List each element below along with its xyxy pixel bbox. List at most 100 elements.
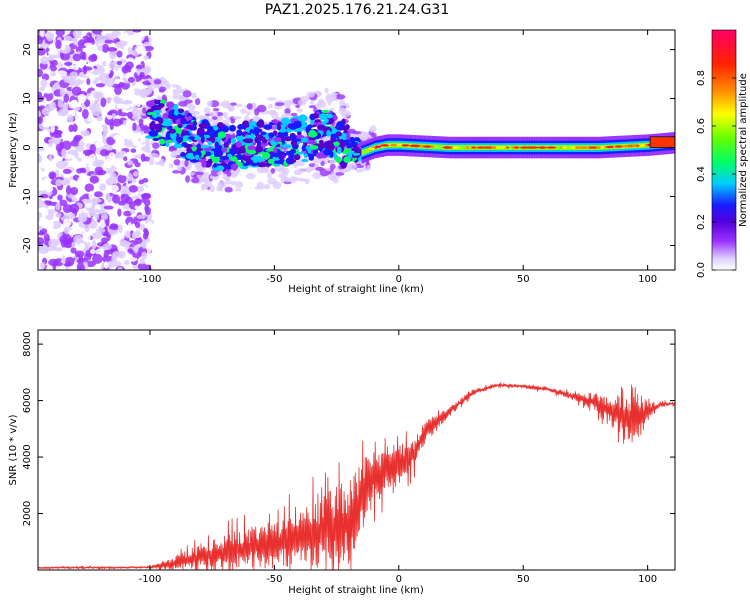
heatmap-cell: [423, 145, 431, 148]
heatmap-cell: [117, 174, 127, 184]
heatmap-cell: [224, 176, 230, 182]
heatmap-cell: [460, 146, 466, 149]
heatmap-cell: [233, 116, 242, 120]
heatmap-cell: [589, 146, 598, 149]
heatmap-cell: [148, 157, 155, 166]
heatmap-cell: [369, 126, 374, 133]
heatmap-cell: [340, 161, 347, 169]
heatmap-cell: [138, 179, 144, 185]
heatmap-cell: [482, 146, 492, 149]
heatmap-cell: [124, 230, 131, 239]
heatmap-cell: [306, 146, 312, 152]
x-tick-label: -50: [266, 574, 282, 585]
heatmap-cell: [139, 71, 145, 78]
heatmap-cell: [230, 102, 237, 106]
heatmap-cell: [285, 144, 292, 149]
heatmap-cell: [229, 156, 238, 162]
heatmap-cell: [48, 220, 55, 229]
heatmap-cell: [64, 61, 73, 66]
heatmap-cell: [88, 104, 97, 111]
heatmap-cell: [409, 144, 419, 148]
heatmap-cell: [232, 168, 239, 177]
heatmap-cell: [207, 158, 214, 164]
heatmap-cell: [292, 120, 302, 129]
heatmap-cell: [125, 216, 134, 226]
snr-x-ticks: -100 -50 0 50 100: [139, 330, 657, 585]
heatmap-cell: [62, 103, 69, 110]
heatmap-cell: [355, 168, 364, 173]
heatmap-cell: [109, 49, 117, 60]
heatmap-cell: [309, 145, 319, 150]
heatmap-cell: [315, 166, 324, 172]
heatmap-cell: [126, 173, 134, 182]
heatmap-cell: [110, 98, 115, 109]
heatmap-cell: [243, 138, 254, 144]
heatmap-cell: [63, 93, 70, 103]
heatmap-cell: [51, 59, 58, 67]
heatmap-cell: [59, 235, 68, 244]
heatmap-cell: [329, 163, 336, 170]
heatmap-cell: [441, 144, 444, 150]
heatmap-cell: [289, 159, 297, 163]
heatmap-cell: [94, 77, 100, 82]
heatmap-cell: [273, 147, 278, 154]
heatmap-cell: [95, 227, 106, 233]
heatmap-cell: [289, 134, 297, 139]
heatmap-cell: [117, 112, 129, 117]
heatmap-cell: [324, 118, 329, 124]
heatmap-cell: [135, 237, 143, 244]
heatmap-cell: [55, 202, 61, 211]
heatmap-cell: [173, 159, 181, 166]
heatmap-cell: [146, 112, 157, 116]
heatmap-cell: [56, 70, 68, 77]
heatmap-cell: [103, 205, 114, 210]
heatmap-cell: [78, 141, 86, 147]
heatmap-cell: [185, 175, 191, 183]
heatmap-cell: [77, 157, 82, 162]
heatmap-cell: [78, 71, 85, 78]
heatmap-cell: [57, 62, 64, 68]
heatmap-cell: [57, 110, 69, 117]
heatmap-cell: [335, 131, 343, 137]
heatmap-cell: [639, 144, 646, 147]
heatmap-cell: [63, 218, 72, 228]
heatmap-cell: [268, 132, 275, 139]
heatmap-cell: [112, 216, 119, 224]
heatmap-cell: [43, 177, 52, 188]
x-tick-label: -100: [139, 274, 162, 285]
heatmap-cell: [146, 221, 153, 230]
heatmap-cell: [256, 181, 264, 189]
heatmap-cell: [336, 121, 344, 129]
heatmap-cell: [48, 171, 57, 180]
heatmap-cell: [245, 172, 256, 180]
heatmap-cell: [112, 234, 118, 243]
heatmap-cell: [98, 72, 110, 83]
heatmap-cell: [444, 146, 453, 149]
heatmap-cell: [301, 158, 309, 163]
heatmap-cell: [182, 90, 192, 98]
heatmap-cell: [256, 166, 265, 174]
heatmap-cell: [298, 177, 306, 182]
heatmap-cell: [124, 141, 134, 148]
heatmap-cell: [68, 229, 79, 236]
heatmap-cell: [350, 141, 359, 146]
heatmap-cell: [310, 166, 315, 171]
colorbar-gradient: [711, 29, 737, 271]
heatmap-cell: [276, 124, 282, 131]
heatmap-cell: [293, 154, 301, 161]
heatmap-cell: [88, 54, 98, 62]
heatmap-cell: [352, 146, 360, 152]
y-tick-label: 6000: [22, 388, 33, 413]
heatmap-cell: [596, 146, 601, 149]
heatmap-cell: [90, 209, 102, 214]
x-tick-label: -100: [139, 574, 162, 585]
heatmap-cell: [194, 171, 205, 176]
heatmap-cell: [102, 243, 112, 251]
heatmap-cell: [332, 93, 337, 101]
heatmap-cell: [101, 43, 110, 53]
heatmap-cell: [370, 132, 377, 138]
heatmap-cell: [48, 258, 59, 267]
heatmap-cell: [39, 43, 50, 48]
heatmap-cell: [80, 168, 87, 174]
